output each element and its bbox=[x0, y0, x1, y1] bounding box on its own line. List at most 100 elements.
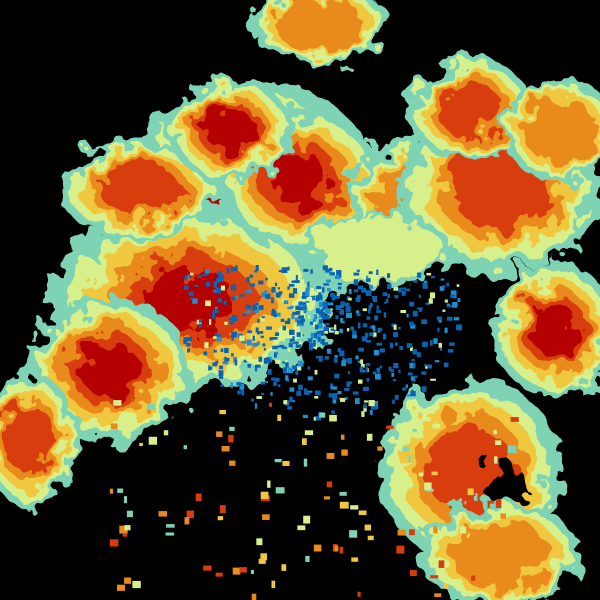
clutter-speckle bbox=[288, 342, 293, 348]
clutter-speckle bbox=[315, 308, 320, 314]
small-echo bbox=[366, 433, 373, 441]
clutter-speckle bbox=[262, 343, 266, 347]
clutter-speckle bbox=[192, 298, 198, 304]
clutter-speckle bbox=[215, 360, 219, 364]
clutter-speckle bbox=[362, 323, 368, 328]
clutter-speckle bbox=[254, 270, 258, 273]
clutter-speckle bbox=[311, 299, 314, 305]
clutter-speckle bbox=[345, 306, 351, 312]
clutter-speckle bbox=[450, 294, 456, 299]
small-echo bbox=[473, 496, 478, 501]
clutter-speckle bbox=[277, 287, 280, 290]
clutter-speckle bbox=[315, 344, 318, 350]
clutter-speckle bbox=[257, 318, 260, 323]
clutter-speckle bbox=[295, 305, 300, 311]
clutter-speckle bbox=[337, 286, 342, 290]
clutter-speckle bbox=[326, 288, 331, 292]
clutter-speckle bbox=[413, 363, 416, 368]
clutter-speckle bbox=[366, 275, 369, 279]
clutter-speckle bbox=[446, 316, 453, 321]
clutter-speckle bbox=[239, 383, 245, 390]
clutter-speckle bbox=[278, 270, 283, 273]
clutter-speckle bbox=[368, 304, 371, 310]
clutter-speckle bbox=[356, 313, 361, 317]
clutter-speckle bbox=[410, 324, 416, 329]
clutter-speckle bbox=[369, 326, 372, 329]
clutter-speckle bbox=[298, 315, 305, 319]
small-echo bbox=[467, 488, 474, 496]
small-echo bbox=[117, 488, 124, 493]
small-echo bbox=[326, 481, 333, 488]
clutter-speckle bbox=[377, 367, 381, 374]
clutter-speckle bbox=[255, 265, 259, 271]
clutter-speckle bbox=[283, 367, 288, 374]
small-echo bbox=[124, 577, 132, 584]
clutter-speckle bbox=[402, 387, 407, 391]
clutter-speckle bbox=[387, 293, 390, 298]
clutter-speckle bbox=[307, 376, 313, 381]
small-echo bbox=[304, 430, 314, 436]
clutter-speckle bbox=[320, 338, 325, 344]
clutter-speckle bbox=[282, 361, 285, 364]
clutter-speckle bbox=[337, 271, 340, 275]
small-echo bbox=[275, 487, 285, 494]
clutter-speckle bbox=[295, 317, 301, 322]
clutter-speckle bbox=[373, 332, 377, 337]
clutter-speckle bbox=[198, 323, 202, 328]
small-echo bbox=[303, 515, 311, 524]
clutter-speckle bbox=[203, 351, 208, 356]
clutter-speckle bbox=[365, 363, 371, 366]
clutter-speckle bbox=[393, 287, 399, 291]
clutter-speckle bbox=[322, 265, 328, 271]
small-echo bbox=[126, 510, 133, 518]
clutter-speckle bbox=[343, 358, 348, 363]
clutter-speckle bbox=[246, 339, 252, 346]
clutter-speckle bbox=[315, 334, 321, 340]
clutter-speckle bbox=[304, 304, 308, 309]
clutter-speckle bbox=[369, 285, 374, 289]
clutter-speckle bbox=[374, 315, 379, 321]
clutter-speckle bbox=[370, 403, 377, 410]
clutter-speckle bbox=[418, 294, 421, 299]
clutter-speckle bbox=[347, 371, 350, 375]
clutter-speckle bbox=[330, 328, 337, 331]
clutter-speckle bbox=[298, 306, 304, 311]
clutter-speckle bbox=[291, 400, 295, 403]
small-echo bbox=[166, 524, 175, 528]
small-echo bbox=[274, 458, 282, 463]
clutter-speckle bbox=[430, 378, 436, 381]
clutter-speckle bbox=[352, 334, 357, 339]
clutter-speckle bbox=[254, 365, 258, 372]
clutter-speckle bbox=[416, 352, 421, 358]
clutter-speckle bbox=[440, 278, 445, 281]
small-echo bbox=[323, 496, 330, 500]
clutter-speckle bbox=[412, 310, 418, 317]
clutter-speckle bbox=[348, 297, 352, 301]
small-echo bbox=[271, 580, 276, 589]
clutter-speckle bbox=[322, 342, 328, 346]
clutter-speckle bbox=[201, 273, 208, 276]
clutter-speckle bbox=[316, 295, 319, 302]
clutter-speckle bbox=[305, 300, 310, 303]
clutter-speckle bbox=[313, 322, 317, 328]
clutter-speckle bbox=[234, 359, 238, 366]
small-echo bbox=[340, 434, 345, 440]
clutter-speckle bbox=[319, 330, 325, 336]
clutter-speckle bbox=[187, 348, 190, 353]
clutter-speckle bbox=[245, 304, 251, 309]
clutter-speckle bbox=[366, 316, 371, 320]
clutter-speckle bbox=[323, 326, 329, 332]
clutter-speckle bbox=[360, 364, 365, 368]
clutter-speckle bbox=[214, 306, 218, 310]
clutter-speckle bbox=[376, 269, 379, 276]
clutter-speckle bbox=[313, 294, 316, 301]
small-echo bbox=[452, 425, 458, 432]
small-echo bbox=[256, 538, 263, 546]
clutter-speckle bbox=[353, 272, 360, 276]
clutter-speckle bbox=[272, 345, 278, 350]
clutter-speckle bbox=[287, 306, 293, 310]
clutter-speckle bbox=[434, 360, 440, 363]
small-echo bbox=[329, 414, 337, 422]
clutter-speckle bbox=[339, 328, 343, 334]
